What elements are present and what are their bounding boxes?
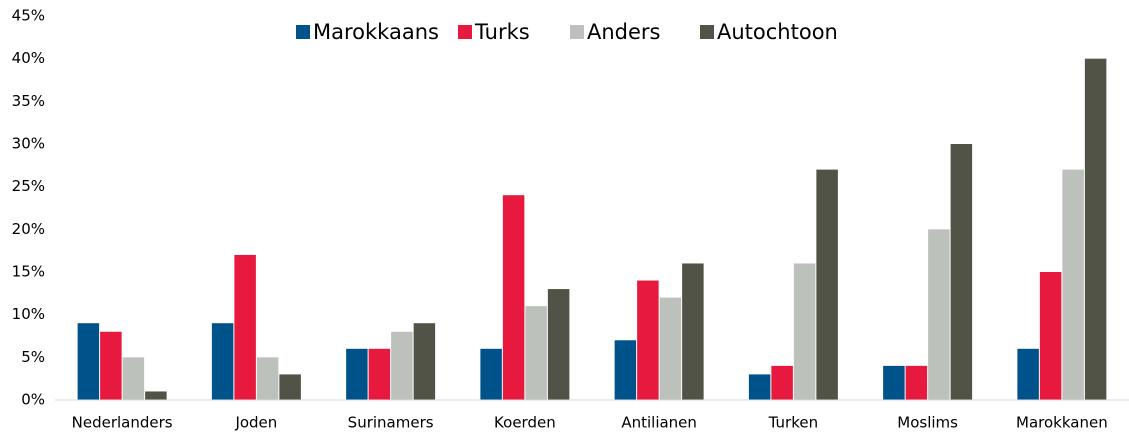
bar [122, 357, 145, 400]
legend-swatch [296, 25, 310, 39]
y-tick-label: 10% [12, 305, 45, 323]
bar [145, 391, 167, 400]
bar [77, 323, 100, 400]
bar [525, 306, 547, 400]
bar [659, 297, 682, 400]
bar [816, 169, 838, 400]
bar [905, 365, 928, 400]
y-tick-label: 45% [12, 7, 45, 25]
bar [547, 289, 570, 400]
bar [771, 365, 793, 400]
bar [502, 195, 525, 400]
bar [637, 280, 659, 400]
x-tick-label: Surinamers [348, 414, 434, 432]
x-tick-label: Moslims [897, 414, 958, 432]
legend-label: Anders [587, 20, 661, 44]
bar [368, 348, 391, 400]
bar [748, 374, 771, 400]
bar [883, 365, 905, 400]
x-tick-label: Koerden [494, 414, 556, 432]
legend-label: Marokkaans [313, 20, 439, 44]
legend-swatch [570, 25, 584, 39]
x-tick-label: Antilianen [621, 414, 697, 432]
x-tick-label: Joden [234, 414, 277, 432]
legend-label: Autochtoon [717, 20, 838, 44]
legend: Marokkaans Turks Anders Autochtoon [296, 20, 838, 44]
bar [211, 323, 234, 400]
bar [279, 374, 301, 400]
bar [413, 323, 436, 400]
bar [950, 144, 973, 400]
y-tick-label: 15% [12, 263, 45, 281]
y-tick-label: 40% [12, 49, 45, 67]
bar [1039, 272, 1062, 400]
y-tick-label: 0% [21, 391, 45, 409]
bar [928, 229, 950, 400]
bar [1084, 58, 1107, 401]
x-tick-label: Nederlanders [72, 414, 173, 432]
bar [346, 348, 368, 400]
bar [793, 263, 816, 400]
y-tick-label: 30% [12, 135, 45, 153]
legend-swatch [458, 25, 472, 39]
y-tick-label: 20% [12, 220, 45, 238]
x-tick-label: Marokkanen [1016, 414, 1108, 432]
legend-label: Turks [474, 20, 530, 44]
bar [100, 331, 122, 400]
y-tick-label: 35% [12, 92, 45, 110]
bar [480, 348, 502, 400]
legend-swatch [700, 25, 714, 39]
bar [614, 340, 637, 400]
bar [1062, 169, 1084, 400]
y-tick-label: 25% [12, 177, 45, 195]
bar [682, 263, 704, 400]
x-tick-label: Turken [768, 414, 818, 432]
y-tick-label: 5% [21, 348, 45, 366]
bar [256, 357, 279, 400]
bar [1017, 348, 1039, 400]
bar [391, 331, 413, 400]
bar [234, 254, 256, 400]
